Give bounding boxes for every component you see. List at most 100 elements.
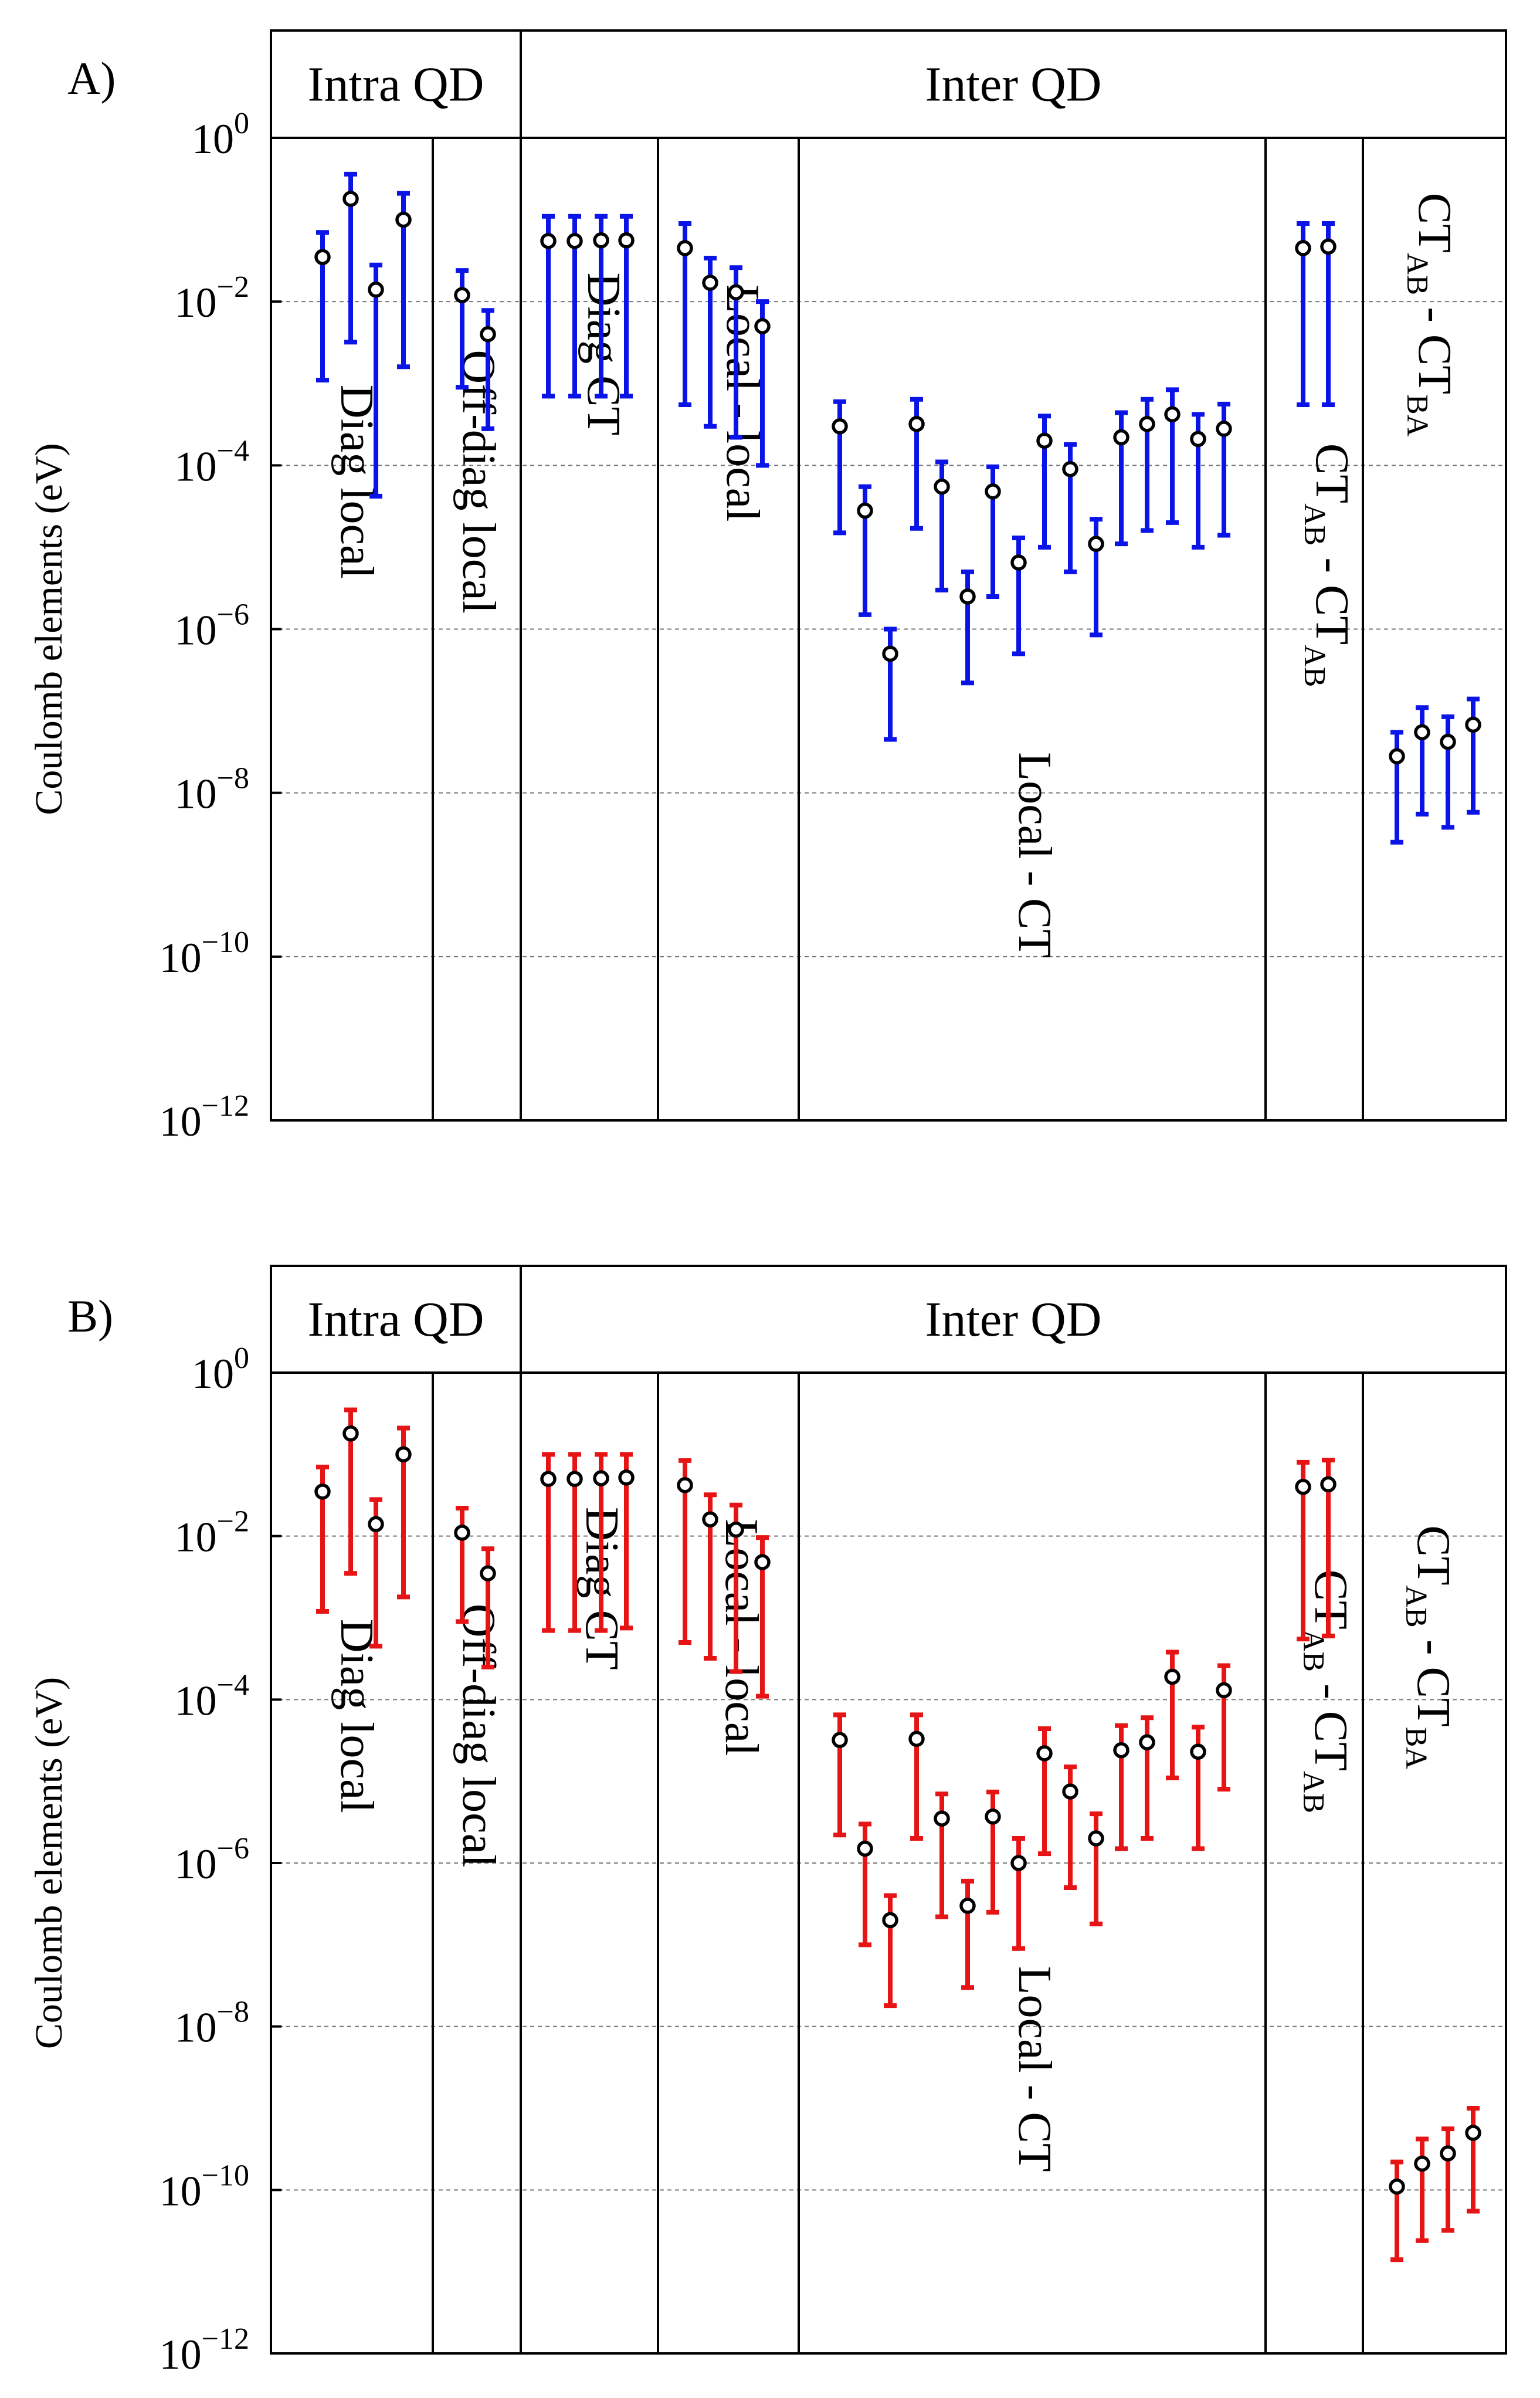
data-point	[728, 284, 744, 301]
data-point	[395, 1446, 412, 1463]
data-point	[1062, 460, 1078, 477]
category-group: Local - CT	[832, 1650, 1232, 2172]
category-group: Off-diag local	[453, 268, 504, 614]
y-tick-label: 10−12	[160, 1089, 249, 1145]
data-point	[1440, 733, 1456, 750]
category-group: CTAB - CTAB	[1295, 1458, 1356, 1813]
y-axis-label: Coulomb elements (eV)	[28, 443, 70, 815]
data-point	[1216, 1682, 1232, 1699]
category-label: CTAB - CTBA	[1399, 1525, 1459, 1769]
category-group: Off-diag local	[453, 1505, 504, 1867]
data-point	[1139, 1734, 1155, 1750]
data-point	[1320, 1476, 1337, 1493]
data-point	[1465, 716, 1481, 733]
panel-label: B)	[67, 1291, 113, 1342]
data-point	[368, 282, 384, 298]
y-tick-label: 100	[192, 107, 249, 162]
data-point	[1164, 1668, 1181, 1685]
data-point	[540, 233, 557, 249]
category-group: Local - local	[677, 1458, 771, 1756]
data-point	[1295, 1479, 1311, 1495]
data-point	[882, 645, 898, 662]
data-point	[1295, 240, 1311, 256]
data-point	[857, 1840, 873, 1857]
category-group: Diag CT	[540, 1452, 635, 1670]
data-point	[1113, 429, 1129, 446]
y-tick-label: 10−12	[160, 2322, 249, 2378]
data-point	[908, 416, 925, 432]
header-intra-qd: Intra QD	[308, 1292, 484, 1347]
data-point	[1062, 1783, 1078, 1800]
data-point	[754, 318, 771, 334]
data-point	[1389, 2178, 1405, 2195]
category-group: Diag local	[314, 1407, 412, 1813]
data-point	[454, 287, 470, 303]
category-group: Local - CT	[832, 387, 1232, 958]
category-group: Diag CT	[540, 214, 635, 435]
y-axis-label: Coulomb elements (eV)	[28, 1677, 70, 2049]
data-point	[540, 1471, 557, 1488]
data-point	[832, 418, 848, 435]
header-inter-qd: Inter QD	[925, 57, 1102, 112]
y-tick-label: 10−10	[160, 926, 249, 981]
data-point	[1088, 1830, 1104, 1847]
data-point	[567, 233, 583, 249]
header-inter-qd: Inter QD	[925, 1292, 1102, 1347]
category-group: CTAB - CTBA	[1389, 1525, 1481, 2262]
y-tick-label: 10−8	[175, 762, 249, 818]
data-point	[882, 1912, 898, 1929]
y-tick-label: 10−10	[160, 2159, 249, 2214]
data-point	[395, 211, 412, 228]
y-tick-label: 10−8	[175, 1996, 249, 2051]
y-tick-label: 10−2	[175, 1505, 249, 1561]
category-label: Local - local	[715, 1519, 767, 1756]
data-point	[314, 249, 331, 265]
data-point	[985, 483, 1001, 500]
header-intra-qd: Intra QD	[308, 57, 484, 112]
data-point	[593, 1470, 609, 1486]
data-point	[1036, 432, 1053, 449]
data-point	[1088, 536, 1104, 552]
data-point	[1139, 416, 1155, 432]
panel-label: A)	[67, 53, 116, 104]
data-point	[1320, 238, 1337, 255]
y-tick-label: 10−6	[175, 1832, 249, 1888]
data-point	[857, 502, 873, 519]
y-tick-label: 100	[192, 1342, 249, 1397]
category-label: CTAB - CTBA	[1400, 193, 1460, 437]
data-point	[677, 240, 693, 256]
data-point	[1389, 748, 1405, 765]
data-point	[342, 1425, 359, 1442]
data-point	[934, 478, 950, 495]
data-point	[1440, 2145, 1456, 2162]
data-point	[677, 1477, 693, 1493]
data-point	[1414, 724, 1430, 741]
data-point	[618, 232, 635, 249]
category-label: Local - CT	[1009, 1966, 1060, 2172]
data-point	[1216, 421, 1232, 437]
data-point	[728, 1521, 744, 1538]
data-point	[959, 1898, 976, 1914]
data-point	[1164, 406, 1181, 423]
data-point	[1010, 1855, 1027, 1871]
data-point	[480, 326, 496, 343]
category-label: Off-diag local	[453, 350, 504, 614]
data-point	[702, 275, 718, 291]
category-label: Off-diag local	[453, 1604, 504, 1867]
y-tick-label: 10−2	[175, 270, 249, 326]
data-point	[593, 232, 609, 249]
data-point	[908, 1730, 925, 1747]
y-tick-label: 10−6	[175, 598, 249, 654]
panel-a: A) Intra QD Inter QD 100 10−2 10−4 10−6 10−8 10−…	[28, 29, 1507, 1145]
data-point	[480, 1565, 496, 1581]
data-point	[934, 1810, 950, 1827]
y-tick-label: 10−4	[175, 434, 249, 490]
category-label: Local - CT	[1009, 752, 1060, 958]
y-tick-label: 10−4	[175, 1668, 249, 1724]
data-point	[1036, 1745, 1053, 1762]
category-group: Local - local	[677, 221, 771, 521]
data-point	[342, 191, 359, 207]
data-point	[1465, 2125, 1481, 2141]
data-point	[959, 588, 976, 605]
